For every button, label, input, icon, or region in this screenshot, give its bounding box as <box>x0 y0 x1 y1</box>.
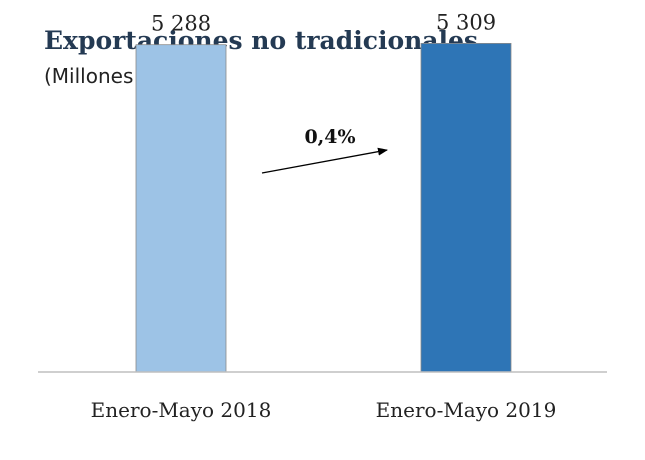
bar-1 <box>135 44 227 373</box>
x-tick-label-1: Enero-Mayo 2018 <box>91 398 272 422</box>
value-label-1: 5 288 <box>151 12 211 36</box>
change-annotation-label: 0,4% <box>304 126 355 148</box>
x-tick-label-2: Enero-Mayo 2019 <box>376 398 557 422</box>
bar-2 <box>420 42 512 373</box>
change-arrow <box>261 147 388 174</box>
chart-title: Exportaciones no tradicionales <box>44 26 478 55</box>
value-label-2: 5 309 <box>436 10 496 34</box>
